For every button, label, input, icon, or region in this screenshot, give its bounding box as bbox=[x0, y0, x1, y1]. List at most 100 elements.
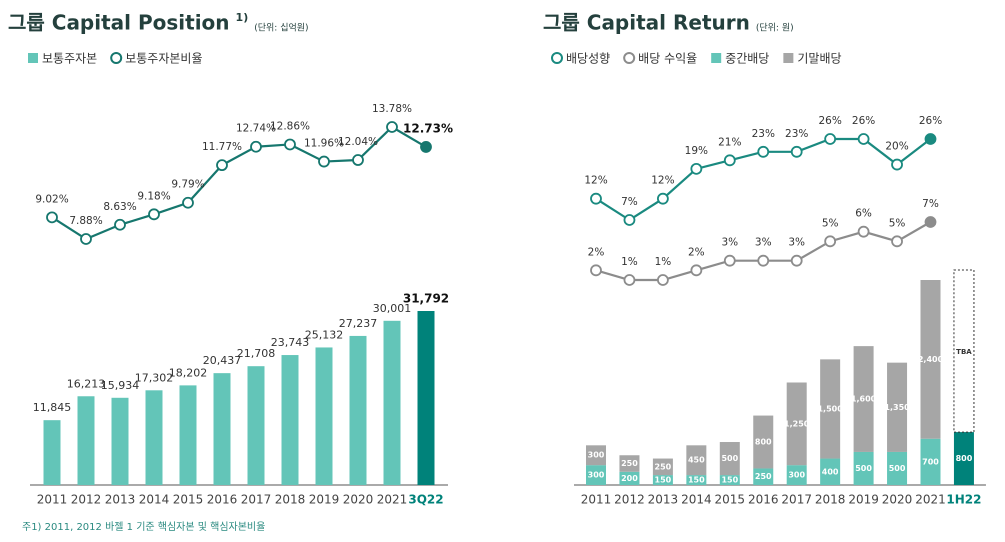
line-value-label: 12.04% bbox=[338, 136, 378, 148]
line-point bbox=[590, 264, 602, 277]
bar-value-label: 300 bbox=[588, 451, 605, 460]
line-point bbox=[657, 274, 669, 286]
line-value-label: 12.74% bbox=[236, 123, 276, 135]
bar-value-label: 200 bbox=[621, 474, 638, 483]
bar bbox=[953, 432, 974, 485]
bar-value-label: 1,500 bbox=[817, 404, 843, 413]
x-tick-label: 2018 bbox=[275, 493, 306, 507]
legend-swatch bbox=[110, 52, 123, 64]
chart-unit: (단위: 원) bbox=[756, 23, 794, 34]
line-value-label: 7% bbox=[621, 196, 638, 208]
line-point bbox=[182, 196, 194, 209]
legend-label: 보통주자본비율 bbox=[125, 52, 202, 66]
bar-value-label: 1,350 bbox=[884, 403, 910, 412]
x-tick-label: 2016 bbox=[207, 493, 238, 507]
bar-value-label: 800 bbox=[755, 438, 772, 447]
line-value-label: 26% bbox=[818, 115, 841, 127]
line-point bbox=[924, 216, 937, 228]
bar bbox=[179, 385, 197, 485]
bar bbox=[719, 475, 740, 485]
bar bbox=[920, 438, 941, 485]
x-tick-label: 2020 bbox=[882, 493, 913, 507]
bar bbox=[753, 415, 774, 469]
bar bbox=[719, 442, 740, 476]
legend-swatch bbox=[28, 53, 38, 63]
line-point bbox=[891, 235, 903, 248]
bar-value-label: 20,437 bbox=[203, 354, 242, 367]
line-value-label: 26% bbox=[919, 115, 942, 127]
line-value-label: 12% bbox=[651, 175, 674, 187]
bar bbox=[586, 445, 606, 466]
line-point bbox=[623, 274, 636, 286]
bar bbox=[619, 455, 640, 472]
legend-label: 보통주자본 bbox=[42, 52, 97, 66]
bar-value-label: 25,132 bbox=[305, 328, 344, 341]
bar bbox=[145, 390, 163, 485]
bar bbox=[887, 451, 908, 485]
line-point bbox=[250, 140, 262, 153]
bar bbox=[853, 451, 874, 485]
line-point bbox=[690, 162, 703, 175]
bar-value-label: 31,792 bbox=[403, 292, 449, 306]
line-value-label: 5% bbox=[889, 217, 906, 229]
line-point bbox=[857, 133, 870, 145]
line-point bbox=[46, 211, 58, 224]
bar bbox=[111, 397, 129, 485]
line-value-label: 11.77% bbox=[202, 141, 242, 153]
line bbox=[595, 221, 932, 282]
bar-value-label: 250 bbox=[655, 462, 672, 471]
line-value-label: 9.79% bbox=[171, 179, 204, 191]
x-tick-label: 2018 bbox=[815, 493, 846, 507]
tba-box bbox=[953, 269, 975, 433]
x-tick-label: 2014 bbox=[681, 493, 712, 507]
line-point bbox=[386, 121, 398, 133]
line-value-label: 2% bbox=[688, 246, 705, 258]
line-point bbox=[857, 225, 870, 238]
bar bbox=[887, 362, 908, 452]
line-value-label: 3% bbox=[755, 237, 772, 249]
line-value-label: 20% bbox=[885, 141, 908, 153]
line-value-label: 5% bbox=[822, 217, 839, 229]
line-point bbox=[690, 264, 703, 277]
legend-swatch bbox=[623, 52, 636, 64]
bar-value-label: 300 bbox=[588, 471, 605, 480]
x-tick-label: 2011 bbox=[37, 493, 68, 507]
bar-value-label: 150 bbox=[655, 476, 672, 485]
line-point bbox=[891, 158, 903, 171]
legend-swatch bbox=[783, 53, 794, 63]
line-point bbox=[216, 159, 228, 172]
line-point bbox=[723, 254, 736, 267]
bar bbox=[281, 355, 299, 485]
bar-value-label: 15,934 bbox=[101, 379, 140, 392]
line-value-label: 2% bbox=[588, 246, 605, 258]
line-value-label: 7% bbox=[922, 198, 939, 210]
bar bbox=[383, 320, 401, 485]
bar bbox=[686, 475, 707, 485]
x-tick-label: 2012 bbox=[71, 493, 102, 507]
legend-label: 배당성향 bbox=[566, 52, 610, 66]
bar-value-label: 250 bbox=[755, 472, 772, 481]
bar-value-label: 150 bbox=[721, 476, 738, 485]
x-tick-label: 1H22 bbox=[946, 493, 981, 507]
x-tick-label: 2013 bbox=[105, 493, 136, 507]
line-value-label: 11.96% bbox=[304, 138, 344, 150]
bar-value-label: 21,708 bbox=[237, 347, 276, 360]
bar bbox=[586, 465, 606, 485]
bar bbox=[417, 311, 435, 485]
line bbox=[51, 125, 427, 241]
line-point bbox=[148, 208, 160, 221]
x-tick-label: 2020 bbox=[343, 493, 374, 507]
line-point bbox=[790, 254, 803, 267]
chart-title: 그룹 Capital Return bbox=[543, 11, 750, 35]
legend-label: 중간배당 bbox=[725, 52, 769, 66]
chart-unit: (단위: 십억원) bbox=[254, 22, 308, 34]
chart-title: 그룹 Capital Position bbox=[8, 11, 230, 35]
bar-value-label: TBA bbox=[956, 348, 972, 356]
bar-value-label: 1,250 bbox=[784, 419, 810, 428]
bar bbox=[853, 346, 874, 452]
bar bbox=[43, 420, 61, 485]
bar bbox=[652, 458, 673, 476]
bar-value-label: 23,743 bbox=[271, 336, 310, 349]
bar-value-label: 300 bbox=[788, 471, 805, 480]
x-tick-label: 2017 bbox=[781, 493, 812, 507]
